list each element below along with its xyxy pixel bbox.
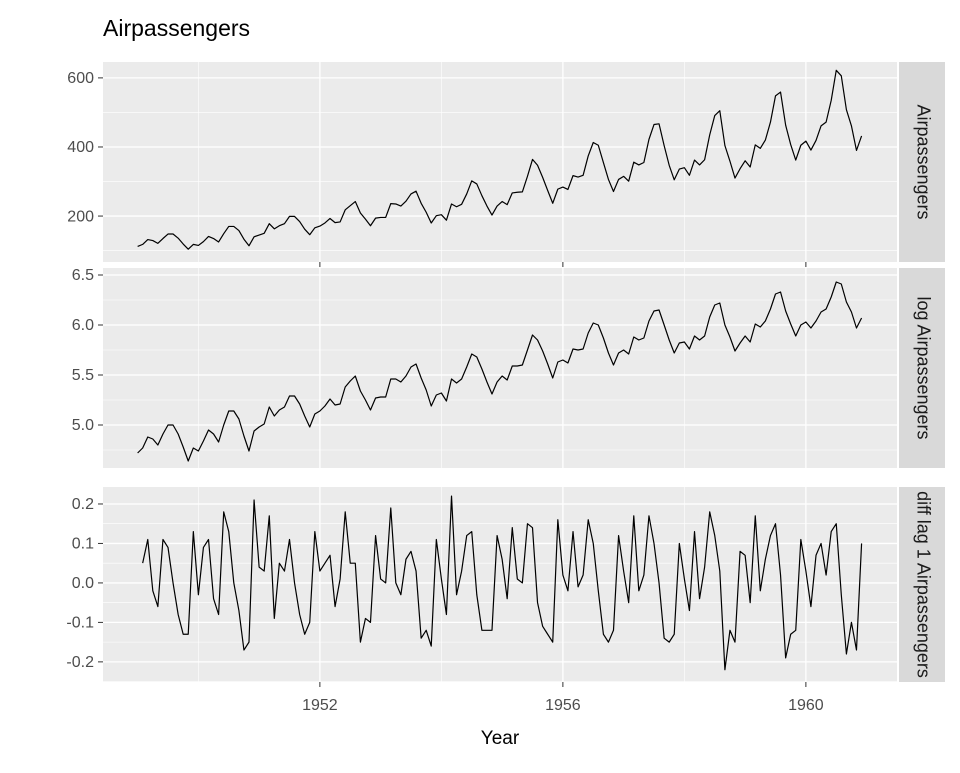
facet-label: Airpassengers [913, 104, 933, 219]
strip-group: diff lag 1 Airpassengers [913, 491, 933, 678]
y-tick-label: -0.2 [66, 654, 94, 671]
chart-title: Airpassengers [103, 15, 250, 41]
facet-strip [899, 62, 945, 262]
data-line [137, 281, 863, 462]
y-tick-label: 200 [67, 208, 94, 225]
y-tick-label: 6.0 [72, 317, 94, 334]
y-tick-label: 600 [67, 70, 94, 87]
y-tick-label: 6.5 [72, 267, 94, 284]
y-tick-label: 0.0 [72, 575, 94, 592]
facet-label: log Airpassengers [913, 296, 933, 439]
y-tick-label: 5.0 [72, 417, 94, 434]
y-tick-label: 0.2 [72, 496, 94, 513]
data-line [137, 69, 863, 250]
panel-background [103, 62, 897, 262]
strip-group: Airpassengers [913, 104, 933, 219]
y-tick-label: -0.1 [66, 615, 94, 632]
y-tick-label: 5.5 [72, 367, 94, 384]
panel-background [103, 268, 897, 468]
facet-strip [899, 268, 945, 468]
facet-strip [899, 487, 945, 682]
x-tick-label: 1956 [545, 697, 581, 714]
panel-background [103, 487, 897, 682]
facet-label: diff lag 1 Airpassengers [913, 491, 933, 678]
x-tick-label: 1952 [302, 697, 338, 714]
strip-group: log Airpassengers [913, 296, 933, 439]
y-tick-label: 0.1 [72, 536, 94, 553]
y-tick-label: 400 [67, 139, 94, 156]
x-axis-title: Year [481, 728, 520, 749]
data-line [142, 495, 863, 671]
x-tick-label: 1960 [788, 697, 824, 714]
